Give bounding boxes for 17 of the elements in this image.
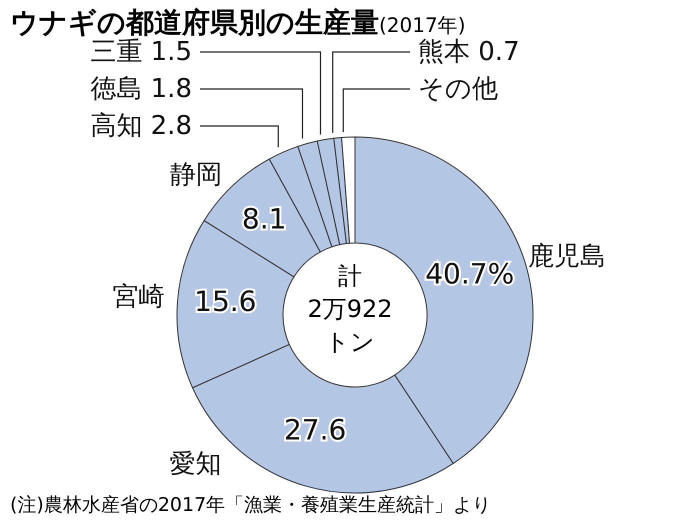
data-label: 8.1 [242, 202, 286, 236]
chart-subtitle: (2017年) [379, 13, 466, 37]
slice-label: 熊本 0.7 [418, 37, 520, 67]
slice-label: 高知 2.8 [90, 111, 192, 141]
slice-label: 静岡 [170, 160, 222, 190]
slice-label: 徳島 1.8 [90, 74, 192, 104]
slice-label: 宮崎 [112, 282, 164, 312]
chart-title: ウナギの都道府県別の生産量 [10, 6, 379, 39]
data-label: 15.6 [194, 284, 256, 318]
text: (注)農林水産省の2017年「漁業・養殖業生産統計」より [10, 493, 492, 518]
data-label: 40.7% [425, 257, 514, 290]
text: 計 2万922 トン [306, 261, 394, 358]
slice-label: その他 [418, 74, 498, 104]
slice-label: 愛知 [170, 449, 222, 479]
data-label: 27.6 [284, 414, 346, 447]
slice-label: 三重 1.5 [90, 37, 192, 67]
slice-label: 鹿児島 [528, 241, 606, 272]
